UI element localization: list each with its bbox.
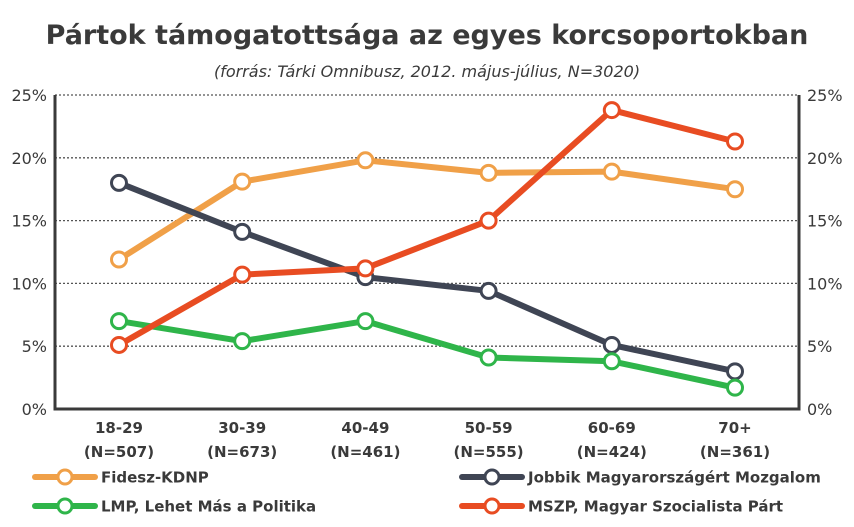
legend-item-4: MSZP, Magyar Szocialista Párt [459, 497, 783, 516]
y-tick-label-left: 20% [11, 149, 47, 168]
data-point [726, 132, 744, 151]
series-line [116, 157, 738, 263]
series-line [116, 318, 738, 391]
legend-label: LMP, Lehet Más a Politika [101, 498, 316, 516]
data-point [233, 172, 252, 191]
legend-label: Fidesz-KDNP [101, 469, 209, 487]
x-category-n-label: (N=555) [454, 443, 524, 461]
chart-subtitle: (forrás: Tárki Omnibusz, 2012. május-júl… [214, 62, 640, 81]
y-tick-label-right: 0% [807, 400, 832, 419]
y-tick-label-right: 25% [807, 86, 843, 105]
y-tick-label-left: 0% [22, 400, 47, 419]
data-point [726, 362, 744, 381]
series-line [116, 179, 738, 375]
x-category-n-label: (N=673) [207, 443, 277, 461]
legend-item-3: LMP, Lehet Más a Politika [32, 497, 316, 516]
data-point [356, 312, 375, 331]
grid-lines [55, 94, 799, 347]
legend-item-1: Fidesz-KDNP [32, 468, 209, 487]
data-series [110, 101, 744, 397]
legend-swatch-marker [56, 497, 74, 515]
legend-swatch-marker [483, 497, 501, 515]
data-point [602, 352, 621, 371]
data-point [110, 335, 128, 354]
x-category-label: 40-49 [341, 419, 389, 437]
data-point [233, 265, 252, 284]
y-tick-label-left: 25% [11, 86, 47, 105]
x-category-n-label: (N=507) [84, 443, 154, 461]
y-tick-labels: 0% 0% 5% 5% 10% 10% 15% 15% 20% 20% 25% 25% [11, 86, 842, 419]
x-category-label: 50-59 [465, 419, 513, 437]
data-point [233, 222, 252, 241]
series-4 [110, 101, 744, 354]
series-3 [110, 312, 744, 397]
legend-item-2: Jobbik Magyarországért Mozgalom [459, 468, 821, 487]
x-category-label: 30-39 [218, 419, 266, 437]
legend-swatch-marker [483, 468, 501, 486]
y-tick-label-left: 15% [11, 212, 47, 231]
chart-title: Pártok támogatottsága az egyes korcsopor… [46, 20, 809, 51]
legend: Fidesz-KDNP Jobbik Magyarországért Mozgal… [32, 468, 821, 516]
x-category-label: 60-69 [588, 419, 636, 437]
data-point [479, 163, 498, 182]
data-point [602, 335, 621, 354]
data-point [479, 211, 498, 230]
data-point [110, 250, 128, 269]
data-point [479, 281, 498, 300]
series-line [116, 107, 738, 348]
y-tick-label-left: 5% [22, 337, 47, 356]
x-category-labels: 18-29 (N=507) 30-39 (N=673) 40-49 (N=461) 50-5… [84, 419, 770, 461]
data-point [479, 348, 498, 367]
legend-label: MSZP, Magyar Szocialista Párt [528, 498, 783, 516]
x-category-n-label: (N=424) [577, 443, 647, 461]
data-point [233, 332, 252, 351]
legend-swatch-marker [56, 468, 74, 486]
series-1 [110, 151, 744, 269]
data-point [726, 378, 744, 397]
y-tick-label-right: 20% [807, 149, 843, 168]
x-category-label: 70+ [718, 419, 751, 437]
data-point [602, 162, 621, 181]
x-category-n-label: (N=361) [700, 443, 770, 461]
x-category-label: 18-29 [95, 419, 143, 437]
data-point [602, 101, 621, 120]
x-category-n-label: (N=461) [330, 443, 400, 461]
data-point [356, 151, 375, 170]
data-point [110, 312, 128, 331]
y-tick-label-right: 5% [807, 337, 832, 356]
legend-label: Jobbik Magyarországért Mozgalom [527, 469, 821, 487]
axes [53, 95, 801, 411]
y-tick-label-right: 10% [807, 274, 843, 293]
data-point [110, 173, 128, 192]
data-point [356, 259, 375, 278]
y-tick-label-left: 10% [11, 274, 47, 293]
data-point [726, 180, 744, 199]
y-tick-label-right: 15% [807, 212, 843, 231]
